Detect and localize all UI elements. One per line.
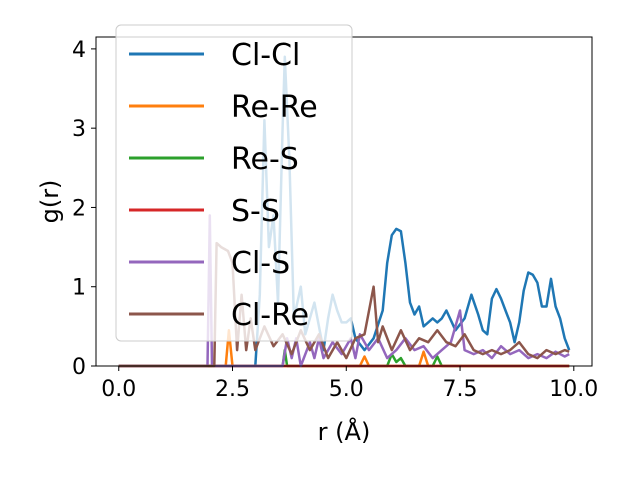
x-axis: 0.0 2.5 5.0 7.5 10.0 bbox=[101, 366, 598, 402]
x-axis-label: r (Å) bbox=[318, 417, 371, 446]
series-line-re-re bbox=[118, 329, 570, 368]
legend-label: Cl-Re bbox=[231, 298, 309, 333]
legend-label: S-S bbox=[231, 194, 280, 229]
y-axis: 0 1 2 3 4 bbox=[72, 38, 96, 380]
legend-label: Cl-Cl bbox=[231, 38, 300, 73]
legend: Cl-Cl Re-Re Re-S S-S Cl-S Cl-Re bbox=[115, 24, 353, 342]
y-tick-label: 3 bbox=[72, 117, 86, 142]
x-tick-label: 0.0 bbox=[101, 377, 136, 402]
legend-label: Re-S bbox=[231, 142, 299, 177]
y-tick-label: 0 bbox=[72, 355, 86, 380]
y-tick-label: 1 bbox=[72, 276, 86, 301]
y-axis-label: g(r) bbox=[36, 180, 64, 224]
x-tick-label: 5.0 bbox=[329, 377, 364, 402]
y-tick-label: 4 bbox=[72, 38, 86, 63]
x-tick-label: 2.5 bbox=[215, 377, 250, 402]
x-tick-label: 10.0 bbox=[549, 377, 598, 402]
legend-label: Re-Re bbox=[231, 90, 318, 125]
x-tick-label: 7.5 bbox=[443, 377, 478, 402]
legend-label: Cl-S bbox=[231, 246, 290, 281]
y-tick-label: 2 bbox=[72, 196, 86, 221]
